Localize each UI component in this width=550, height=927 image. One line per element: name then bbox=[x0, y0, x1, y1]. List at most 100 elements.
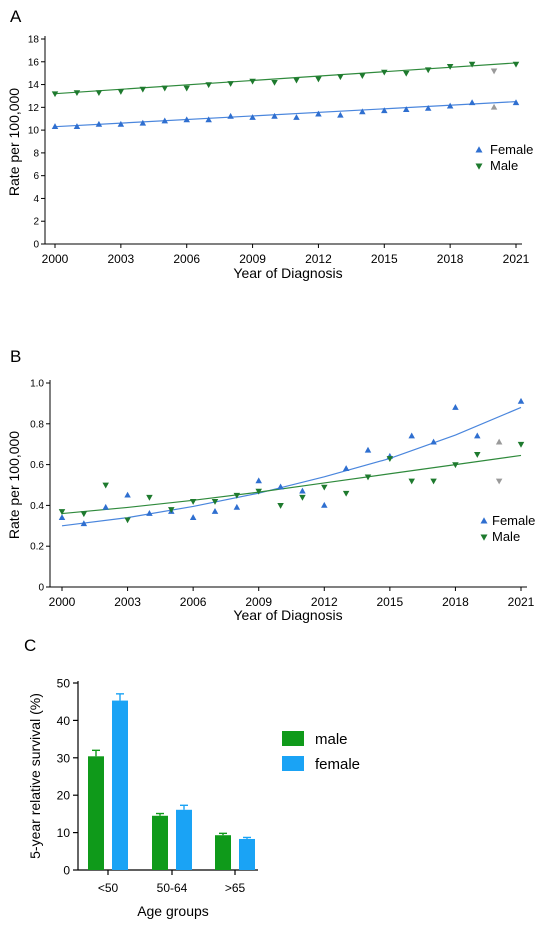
panel-a-male-point bbox=[161, 85, 169, 92]
panel-c-y-tick-label: 20 bbox=[57, 789, 71, 803]
panel-a-y-tick-label: 14 bbox=[28, 80, 40, 91]
panel-b-female-point bbox=[146, 510, 153, 516]
panel-b-male-point bbox=[168, 507, 175, 513]
panel-b-male-point bbox=[277, 503, 284, 509]
panel-b-legend-female-marker bbox=[480, 517, 488, 524]
panel-a-female-point bbox=[402, 106, 410, 112]
panel-b-female-point bbox=[408, 432, 415, 439]
panel-a-male-point bbox=[468, 61, 476, 68]
panel-a-female-point bbox=[468, 99, 476, 106]
panel-a-female-point bbox=[315, 110, 322, 117]
panel-a-male-point bbox=[95, 90, 103, 97]
panel-c-legend-female-label: female bbox=[315, 756, 360, 773]
panel-a-legend: Female Male bbox=[490, 142, 533, 173]
panel-a-x-tick-label: 2012 bbox=[305, 252, 332, 266]
panel-b-female-point bbox=[452, 403, 459, 410]
panel-c-y-tick-label: 0 bbox=[63, 864, 70, 878]
panel-b-male-point bbox=[408, 478, 415, 485]
panel-a-male-point bbox=[293, 77, 300, 84]
panel-a-female-point bbox=[95, 120, 103, 127]
panel-b-male-point bbox=[255, 488, 262, 495]
panel-a-male-point bbox=[139, 86, 147, 93]
panel-a-female-point bbox=[512, 99, 520, 106]
panel-b-y-tick-label: 0.4 bbox=[30, 501, 44, 512]
panel-a-female-point bbox=[205, 116, 212, 123]
panel-c-y-tick-label: 40 bbox=[57, 714, 71, 728]
panel-b-male-point bbox=[386, 456, 394, 462]
panel-b-x-tick-label: 2018 bbox=[442, 595, 469, 609]
panel-b-y-tick-label: 0.6 bbox=[30, 460, 44, 471]
panel-c-x-tick-label: 50-64 bbox=[157, 881, 188, 895]
panel-b-male-point bbox=[299, 494, 306, 501]
panel-a-female-point bbox=[227, 112, 234, 119]
panel-b-female-point bbox=[474, 432, 481, 439]
panel-b-x-axis-title: Year of Diagnosis bbox=[233, 607, 342, 623]
panel-a-x-tick-label: 2003 bbox=[108, 252, 135, 266]
panel-a-excluded-female-point bbox=[490, 103, 498, 110]
panel-c-legend: male female bbox=[315, 731, 360, 773]
panel-a-x-tick-label: 2021 bbox=[503, 252, 530, 266]
panel-b-legend-female-label: Female bbox=[492, 513, 535, 528]
panel-b-female-point bbox=[364, 446, 372, 453]
panel-c-legend-female-swatch bbox=[282, 756, 304, 771]
panel-b-excluded-female-point bbox=[495, 438, 503, 445]
panel-b-male-trend-line bbox=[61, 454, 522, 515]
panel-a-y-tick-label: 10 bbox=[28, 126, 40, 137]
panel-b-female-point bbox=[517, 397, 525, 404]
panel-c-legend-male-label: male bbox=[315, 731, 348, 748]
panel-c-female-bar bbox=[176, 809, 192, 870]
panel-b-male-point bbox=[517, 441, 525, 448]
panel-a-legend-female-marker bbox=[475, 146, 483, 153]
panel-b-legend-male-marker bbox=[480, 534, 488, 541]
panel-a-male-point bbox=[73, 90, 81, 97]
panel-c-male-bar bbox=[152, 815, 168, 870]
panel-b-male-point bbox=[233, 492, 241, 499]
panel-b-female-point bbox=[277, 483, 284, 490]
panel-b-y-tick-label: 1.0 bbox=[30, 379, 44, 390]
panel-a-y-tick-label: 0 bbox=[33, 240, 39, 251]
panel-b-male-point bbox=[452, 462, 459, 469]
panel-b-female-point bbox=[255, 477, 262, 484]
panel-a-female-point bbox=[381, 107, 388, 114]
panel-a-y-tick-label: 6 bbox=[33, 171, 39, 182]
panel-a-male-point bbox=[227, 81, 234, 87]
panel-a-female-point bbox=[161, 117, 169, 124]
panel-c-x-tick-label: >65 bbox=[225, 881, 246, 895]
panel-c-y-tick-label: 50 bbox=[57, 677, 71, 691]
panel-a-y-tick-label: 12 bbox=[28, 103, 40, 114]
panel-b-male-point bbox=[364, 474, 372, 481]
panel-b-female-point bbox=[430, 438, 437, 445]
panel-a-female-point bbox=[271, 112, 278, 119]
panel-a-legend-male-label: Male bbox=[490, 158, 518, 173]
panel-b-male-point bbox=[321, 484, 328, 491]
panel-a-male-point bbox=[183, 85, 190, 92]
panel-a-y-tick-label: 2 bbox=[33, 217, 39, 228]
panel-a-y-tick-label: 4 bbox=[33, 194, 39, 205]
panel-b-chart: B Rate per 100,000 Year of Diagnosis Fem… bbox=[6, 347, 535, 623]
panel-b-male-point bbox=[146, 494, 153, 501]
panel-a-male-point bbox=[424, 67, 432, 74]
panel-b-legend: Female Male bbox=[492, 513, 535, 544]
panel-c-female-bar bbox=[239, 838, 255, 870]
panel-c-male-bar bbox=[88, 756, 104, 870]
panel-a-male-point bbox=[446, 63, 454, 70]
panel-b-female-point bbox=[80, 520, 88, 527]
panel-b-x-tick-label: 2021 bbox=[508, 595, 535, 609]
panel-b-x-tick-label: 2009 bbox=[245, 595, 272, 609]
panel-a-y-tick-label: 8 bbox=[33, 148, 39, 159]
panel-a-male-point bbox=[512, 61, 520, 68]
panel-a-male-point bbox=[205, 82, 212, 89]
panel-c-female-bar bbox=[112, 700, 128, 870]
panel-b-female-point bbox=[342, 465, 350, 472]
panel-b-female-trend-line bbox=[61, 406, 522, 527]
panel-b-female-point bbox=[321, 501, 328, 508]
panel-a-x-tick-label: 2009 bbox=[239, 252, 266, 266]
panel-b-female-point bbox=[233, 503, 241, 510]
panel-b-male-point bbox=[430, 478, 437, 485]
panel-a-male-point bbox=[359, 73, 366, 79]
panel-b-male-point bbox=[58, 509, 66, 516]
panel-b-x-tick-label: 2015 bbox=[377, 595, 404, 609]
panel-c-legend-male-swatch bbox=[282, 731, 304, 746]
panel-a-female-point bbox=[51, 123, 59, 130]
